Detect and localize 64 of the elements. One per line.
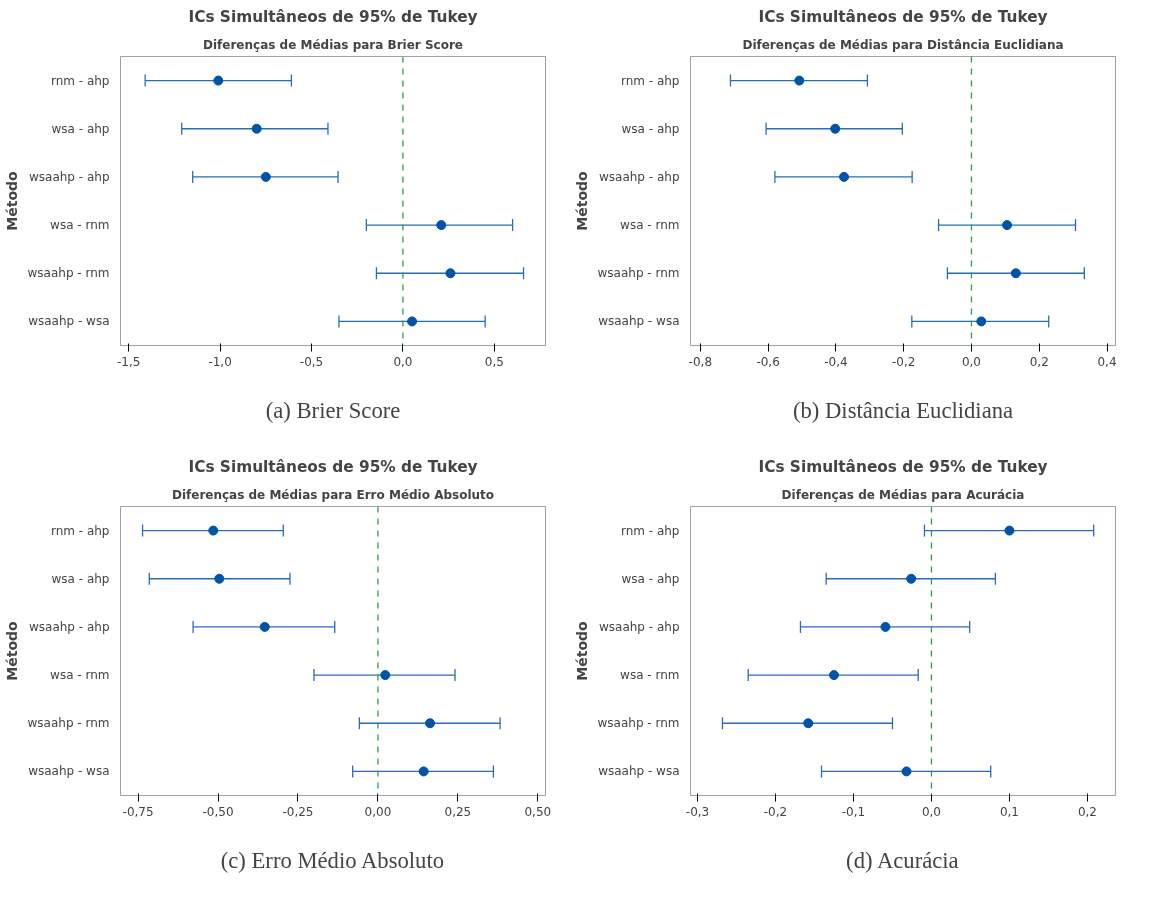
- y-tick-label: wsa - rnm: [50, 218, 110, 233]
- y-tick-label: wsa - ahp: [621, 121, 680, 136]
- y-tick-label: wsaahp - rnm: [597, 266, 680, 281]
- x-tick-label: -0,50: [202, 804, 234, 819]
- y-tick-label: wsaahp - ahp: [28, 169, 110, 184]
- x-tick-label: -0,2: [763, 804, 788, 819]
- x-tick-label: -0,5: [299, 354, 324, 369]
- y-axis-title: Método: [573, 620, 590, 681]
- x-tick-label: 0,00: [364, 804, 392, 819]
- y-axis-title: Método: [3, 170, 20, 231]
- y-tick-label: wsaahp - ahp: [598, 169, 680, 184]
- x-tick-label: -0,8: [688, 354, 713, 369]
- x-tick-label: 0,25: [444, 804, 472, 819]
- x-tick-label: -0,75: [122, 804, 154, 819]
- x-tick-label: 0,4: [1097, 354, 1117, 369]
- x-tick-label: -1,0: [208, 354, 232, 369]
- x-tick-label: -0,3: [685, 804, 710, 819]
- x-tick-label: -0,4: [824, 354, 848, 369]
- chart-title: ICs Simultâneos de 95% de Tukey: [758, 457, 1048, 476]
- y-tick-label: rnm - ahp: [620, 73, 680, 88]
- y-axis-title: Método: [573, 170, 590, 231]
- y-tick-label: wsaahp - rnm: [597, 716, 680, 731]
- chart-subtitle: Diferenças de Médias para Brier Score: [202, 37, 464, 52]
- y-axis-title: Método: [3, 620, 20, 681]
- x-tick-label: 0,0: [961, 354, 982, 369]
- text: (a) Brier Score: [265, 398, 401, 423]
- y-tick-label: wsaahp - wsa: [598, 314, 680, 329]
- text: (d) Acurácia: [846, 848, 959, 873]
- x-tick-label: 0,0: [393, 354, 413, 369]
- x-tick-label: 0,5: [484, 354, 504, 369]
- y-tick-label: wsaahp - rnm: [27, 266, 110, 281]
- x-tick-label: -0,6: [756, 354, 780, 369]
- y-tick-label: wsaahp - wsa: [598, 764, 680, 779]
- chart-subtitle: Diferenças de Médias para Acurácia: [781, 487, 1025, 502]
- y-tick-label: wsa - rnm: [620, 668, 680, 683]
- y-tick-label: wsa - ahp: [51, 571, 110, 586]
- text: (c) Erro Médio Absoluto: [220, 848, 445, 873]
- x-tick-label: -0,2: [891, 354, 916, 369]
- x-tick-label: -0,1: [841, 804, 866, 819]
- y-tick-label: wsaahp - ahp: [28, 619, 110, 634]
- chart-title: ICs Simultâneos de 95% de Tukey: [188, 7, 478, 26]
- chart-title: ICs Simultâneos de 95% de Tukey: [188, 457, 478, 476]
- chart-subtitle: Diferenças de Médias para Erro Médio Absoluto: [171, 487, 495, 502]
- y-tick-label: wsaahp - wsa: [28, 314, 110, 329]
- y-tick-label: rnm - ahp: [50, 73, 110, 88]
- x-tick-label: 0,2: [1077, 804, 1097, 819]
- chart-subtitle: Diferenças de Médias para Distância Euclidiana: [742, 37, 1064, 52]
- y-tick-label: wsa - rnm: [620, 218, 680, 233]
- y-tick-label: rnm - ahp: [50, 523, 110, 538]
- chart-title: ICs Simultâneos de 95% de Tukey: [758, 7, 1048, 26]
- x-tick-label: 0,2: [1029, 354, 1049, 369]
- x-tick-label: 0,50: [524, 804, 552, 819]
- y-tick-label: wsaahp - wsa: [28, 764, 110, 779]
- y-tick-label: rnm - ahp: [620, 523, 680, 538]
- text: (b) Distância Euclidiana: [792, 398, 1014, 423]
- y-tick-label: wsa - rnm: [50, 668, 110, 683]
- y-tick-label: wsa - ahp: [621, 571, 680, 586]
- y-tick-label: wsa - ahp: [51, 121, 110, 136]
- x-tick-label: -1,5: [117, 354, 141, 369]
- x-tick-label: 0,1: [999, 804, 1019, 819]
- y-tick-label: wsaahp - rnm: [27, 716, 110, 731]
- x-tick-label: 0,0: [921, 804, 942, 819]
- x-tick-label: -0,25: [282, 804, 314, 819]
- y-tick-label: wsaahp - ahp: [598, 619, 680, 634]
